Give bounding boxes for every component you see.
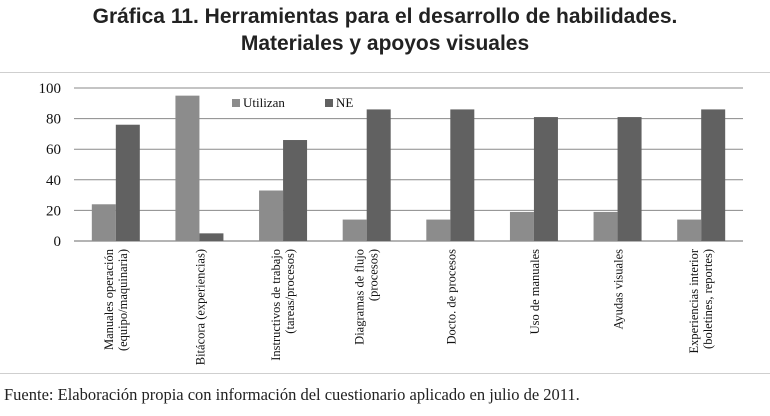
x-tick-label-line: Uso de manuales bbox=[528, 249, 542, 335]
bar bbox=[701, 109, 726, 241]
x-tick-label-line: Docto. de procesos bbox=[444, 249, 458, 345]
chart-title: Gráfica 11. Herramientas para el desarro… bbox=[92, 5, 678, 28]
x-tick-label-line: (boletines, reportes) bbox=[701, 249, 715, 349]
bar bbox=[593, 211, 618, 241]
x-tick-label-line: Diagramas de flujo bbox=[353, 249, 367, 345]
legend-label: NE bbox=[336, 95, 353, 110]
bar bbox=[366, 109, 391, 241]
bar bbox=[283, 140, 308, 241]
bar bbox=[259, 190, 284, 241]
x-tick-label-line: Ayudas visuales bbox=[612, 249, 626, 330]
bar bbox=[677, 219, 702, 241]
x-tick-label: Instructivos de trabajo(tareas/procesos) bbox=[269, 249, 297, 361]
bar bbox=[533, 117, 558, 241]
x-tick-label-line: Bitácora (experiencias) bbox=[193, 249, 207, 365]
chart-subtitle: Materiales y apoyos visuales bbox=[240, 32, 530, 55]
bar bbox=[617, 117, 642, 241]
x-tick-label-line: Instructivos de trabajo bbox=[269, 249, 283, 361]
legend-swatch bbox=[232, 99, 240, 107]
y-tick-label: 0 bbox=[54, 234, 62, 250]
bar bbox=[426, 219, 451, 241]
x-tick-label: Docto. de procesos bbox=[444, 249, 458, 345]
bar bbox=[509, 211, 534, 241]
x-tick-label-line: (tareas/procesos) bbox=[283, 249, 297, 334]
bar bbox=[175, 95, 200, 242]
x-tick-label: Diagramas de flujo(procesos) bbox=[353, 249, 381, 345]
bar bbox=[199, 233, 224, 241]
legend-swatch bbox=[325, 99, 333, 107]
x-tick-label: Experiencias interior(boletines, reporte… bbox=[687, 248, 715, 353]
y-tick-label: 60 bbox=[46, 142, 61, 158]
legend-label: Utilizan bbox=[243, 95, 285, 110]
x-tick-label: Uso de manuales bbox=[528, 249, 542, 335]
y-tick-label: 80 bbox=[46, 112, 61, 128]
y-tick-label: 20 bbox=[46, 203, 61, 219]
x-tick-label-line: (procesos) bbox=[367, 249, 381, 301]
chart-frame bbox=[0, 72, 770, 374]
x-tick-label: Manuales operación(equipo/maquinaria) bbox=[102, 248, 130, 351]
y-tick-label: 40 bbox=[46, 173, 61, 189]
bar bbox=[342, 219, 367, 241]
x-tick-label-line: (equipo/maquinaria) bbox=[116, 249, 130, 351]
bar bbox=[450, 109, 475, 241]
x-tick-label-line: Manuales operación bbox=[102, 248, 116, 350]
source-note: Fuente: Elaboración propia con informaci… bbox=[4, 385, 580, 404]
x-tick-label: Ayudas visuales bbox=[612, 249, 626, 330]
bar bbox=[115, 124, 140, 241]
x-tick-label-line: Experiencias interior bbox=[687, 248, 701, 353]
x-tick-label: Bitácora (experiencias) bbox=[193, 249, 207, 365]
bar bbox=[91, 204, 116, 241]
y-tick-label: 100 bbox=[39, 81, 62, 97]
